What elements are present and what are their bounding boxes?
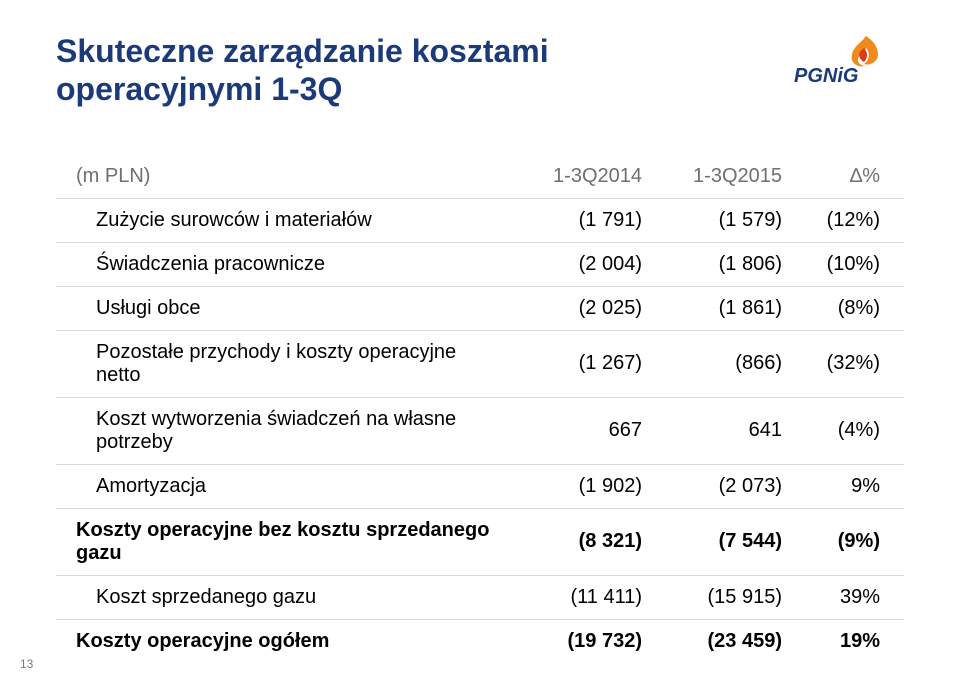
title-line-2: operacyjnymi 1-3Q bbox=[56, 71, 342, 107]
cell-delta: 39% bbox=[794, 575, 904, 619]
row-label: Amortyzacja bbox=[56, 464, 514, 508]
cell-q1: (1 267) bbox=[514, 330, 654, 397]
cell-q1: (8 321) bbox=[514, 508, 654, 575]
cell-delta: (12%) bbox=[794, 198, 904, 242]
cell-q1: (19 732) bbox=[514, 619, 654, 663]
cell-q1: (1 791) bbox=[514, 198, 654, 242]
cell-delta: 9% bbox=[794, 464, 904, 508]
cell-q1: (11 411) bbox=[514, 575, 654, 619]
cell-q2: (1 806) bbox=[654, 242, 794, 286]
row-label: Zużycie surowców i materiałów bbox=[56, 198, 514, 242]
cell-delta: (8%) bbox=[794, 286, 904, 330]
page-number: 13 bbox=[20, 657, 33, 671]
title-block: Skuteczne zarządzanie kosztami operacyjn… bbox=[56, 32, 904, 109]
cell-q1: 667 bbox=[514, 397, 654, 464]
cell-delta: (10%) bbox=[794, 242, 904, 286]
row-label: Pozostałe przychody i koszty operacyjne … bbox=[56, 330, 514, 397]
cell-q2: 641 bbox=[654, 397, 794, 464]
cell-q1: (2 025) bbox=[514, 286, 654, 330]
table-row: Koszty operacyjne ogółem(19 732)(23 459)… bbox=[56, 619, 904, 663]
table-row: Koszty operacyjne bez kosztu sprzedanego… bbox=[56, 508, 904, 575]
cell-q2: (7 544) bbox=[654, 508, 794, 575]
flame-icon bbox=[852, 36, 878, 66]
header-col-2: 1-3Q2015 bbox=[654, 155, 794, 199]
brand-text: PGNiG bbox=[794, 65, 858, 87]
cell-delta: (4%) bbox=[794, 397, 904, 464]
table-row: Świadczenia pracownicze(2 004)(1 806)(10… bbox=[56, 242, 904, 286]
cell-delta: 19% bbox=[794, 619, 904, 663]
cell-q2: (15 915) bbox=[654, 575, 794, 619]
table-row: Amortyzacja(1 902)(2 073)9% bbox=[56, 464, 904, 508]
row-label: Koszt sprzedanego gazu bbox=[56, 575, 514, 619]
row-label: Usługi obce bbox=[56, 286, 514, 330]
table-row: Zużycie surowców i materiałów(1 791)(1 5… bbox=[56, 198, 904, 242]
cell-q2: (23 459) bbox=[654, 619, 794, 663]
header-label: (m PLN) bbox=[56, 155, 514, 199]
table-body: Zużycie surowców i materiałów(1 791)(1 5… bbox=[56, 198, 904, 663]
row-label: Świadczenia pracownicze bbox=[56, 242, 514, 286]
table-header-row: (m PLN) 1-3Q2014 1-3Q2015 ∆% bbox=[56, 155, 904, 199]
cell-q2: (1 579) bbox=[654, 198, 794, 242]
brand-logo: PGNiG bbox=[774, 32, 904, 88]
row-label: Koszty operacyjne bez kosztu sprzedanego… bbox=[56, 508, 514, 575]
table-row: Pozostałe przychody i koszty operacyjne … bbox=[56, 330, 904, 397]
costs-table: (m PLN) 1-3Q2014 1-3Q2015 ∆% Zużycie sur… bbox=[56, 155, 904, 663]
cell-q2: (1 861) bbox=[654, 286, 794, 330]
cell-delta: (9%) bbox=[794, 508, 904, 575]
row-label: Koszt wytworzenia świadczeń na własne po… bbox=[56, 397, 514, 464]
header-col-3: ∆% bbox=[794, 155, 904, 199]
cell-q1: (1 902) bbox=[514, 464, 654, 508]
cell-q2: (866) bbox=[654, 330, 794, 397]
row-label: Koszty operacyjne ogółem bbox=[56, 619, 514, 663]
cell-q1: (2 004) bbox=[514, 242, 654, 286]
table-row: Koszt wytworzenia świadczeń na własne po… bbox=[56, 397, 904, 464]
cell-delta: (32%) bbox=[794, 330, 904, 397]
slide: Skuteczne zarządzanie kosztami operacyjn… bbox=[0, 0, 960, 687]
header-col-1: 1-3Q2014 bbox=[514, 155, 654, 199]
table-row: Koszt sprzedanego gazu(11 411)(15 915)39… bbox=[56, 575, 904, 619]
title-line-1: Skuteczne zarządzanie kosztami bbox=[56, 33, 549, 69]
page-title: Skuteczne zarządzanie kosztami operacyjn… bbox=[56, 32, 549, 109]
table-row: Usługi obce(2 025)(1 861)(8%) bbox=[56, 286, 904, 330]
cell-q2: (2 073) bbox=[654, 464, 794, 508]
